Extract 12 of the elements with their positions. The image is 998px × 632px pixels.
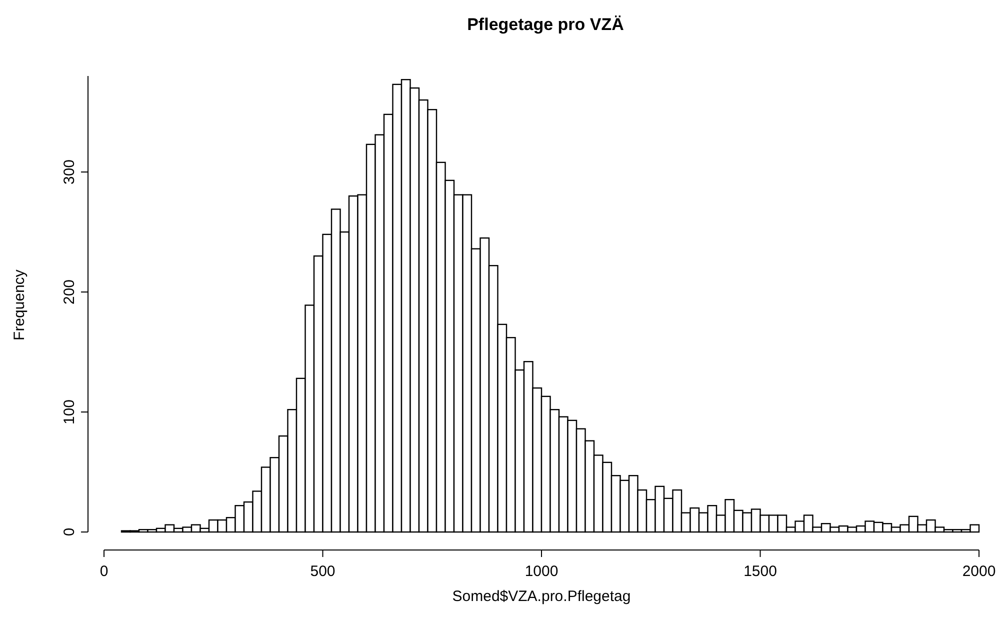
y-tick-label: 300 [61,159,78,185]
x-tick-label: 1500 [744,563,777,580]
x-tick-label: 500 [310,563,336,580]
x-axis-title: Somed$VZA.pro.Pflegetag [452,588,631,605]
x-tick-label: 1000 [524,563,558,580]
x-tick-label: 0 [100,563,108,580]
y-axis-title: Frequency [11,269,28,340]
x-tick-label: 2000 [962,563,996,580]
y-tick-label: 0 [61,528,78,536]
chart-title: Pflegetage pro VZÄ [467,15,624,34]
y-tick-label: 200 [61,279,78,305]
y-tick-label: 100 [61,399,78,425]
